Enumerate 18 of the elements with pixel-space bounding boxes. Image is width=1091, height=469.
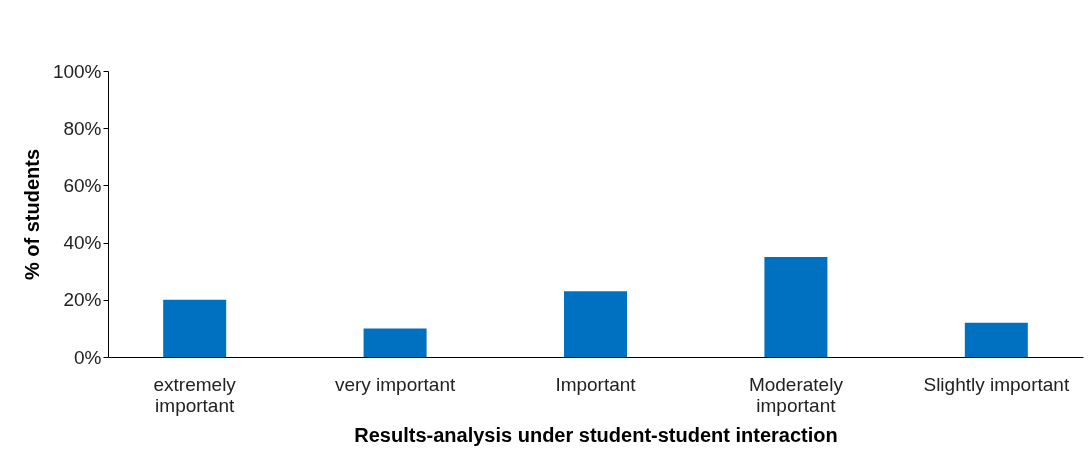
- bar: [764, 256, 828, 357]
- y-tick-label: 80%: [63, 117, 102, 139]
- y-tick-label: 0%: [74, 346, 102, 368]
- bar: [564, 291, 627, 357]
- x-tick-label: Moderately important: [748, 373, 844, 416]
- bar: [363, 328, 427, 357]
- x-tick-label: Slightly important: [923, 373, 1070, 395]
- x-tick-label: Important: [555, 373, 637, 395]
- y-tick-label: 100%: [52, 60, 102, 82]
- y-tick-label: 20%: [63, 289, 102, 311]
- y-axis-title: % of students: [20, 148, 43, 281]
- x-axis-title: Results-analysis under student-student interaction: [354, 423, 838, 446]
- x-tick-label: very important: [334, 373, 456, 395]
- y-tick-label: 60%: [63, 174, 102, 196]
- y-tick-label: 40%: [63, 232, 102, 254]
- x-tick-label: extremely important: [153, 373, 237, 416]
- bar: [964, 322, 1028, 357]
- bar: [163, 299, 227, 357]
